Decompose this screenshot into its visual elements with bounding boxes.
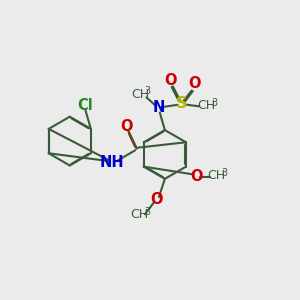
Text: O: O [190,169,202,184]
Text: 3: 3 [221,168,227,178]
Text: S: S [176,96,187,111]
Text: CH: CH [131,88,150,101]
Text: O: O [164,73,176,88]
Text: N: N [152,100,164,115]
Text: O: O [188,76,201,91]
Text: CH: CH [197,99,215,112]
Text: O: O [150,192,163,207]
Text: O: O [120,119,133,134]
Text: 3: 3 [145,86,151,97]
Text: NH: NH [100,155,124,170]
Text: 3: 3 [144,207,150,217]
Text: CH: CH [207,169,225,182]
Text: 3: 3 [211,98,217,108]
Text: CH: CH [130,208,148,221]
Text: Cl: Cl [78,98,93,112]
